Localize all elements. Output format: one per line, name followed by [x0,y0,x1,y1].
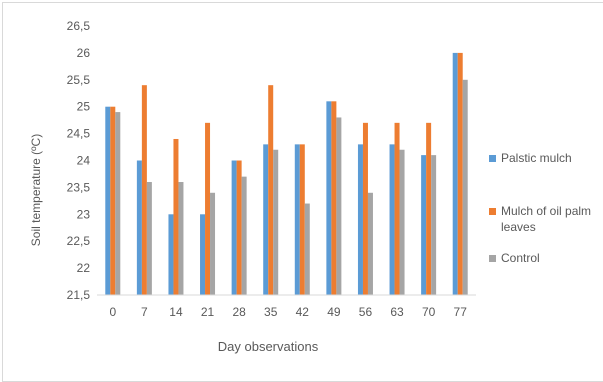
y-tick-label: 24 [77,154,91,168]
bar [141,85,147,296]
legend-label: Mulch of oil palm leaves [501,204,592,234]
x-tick-label: 49 [327,305,341,319]
bar [178,182,184,295]
y-tick-label: 22,5 [67,234,91,248]
bar [421,155,427,295]
bar [299,144,305,295]
bar [168,214,174,295]
bar [304,203,310,295]
bar [105,106,111,295]
y-tick-label: 21,5 [67,288,91,302]
legend-item-palstic-mulch: Palstic mulch [489,150,603,166]
bar [336,117,342,296]
bar [263,144,269,295]
bar [231,160,237,295]
x-tick-label: 42 [296,305,310,319]
y-tick-label: 25,5 [67,73,91,87]
bar [210,192,216,295]
legend-label: Palstic mulch [501,151,572,165]
x-tick-label: 56 [359,305,373,319]
x-tick-label: 63 [390,305,404,319]
bar [294,144,300,295]
bar [326,101,332,295]
x-tick-label: 21 [201,305,215,319]
y-tick-label: 25 [77,100,91,114]
y-tick-label: 26,5 [67,19,91,33]
x-axis-title: Day observations [218,339,319,354]
y-tick-label: 22 [77,261,91,275]
bar [357,144,363,295]
bar [462,79,468,295]
bar [431,155,437,295]
legend-swatch [489,255,496,262]
bar [146,182,152,295]
bar [205,122,211,295]
x-tick-label: 70 [422,305,436,319]
bar [273,149,279,295]
x-tick-label: 28 [232,305,246,319]
bar [426,122,432,295]
bar [452,52,458,296]
legend-item-control: Control [489,250,603,266]
y-tick-label: 26 [77,46,91,60]
bar [200,214,206,295]
bar [241,176,247,295]
y-tick-label: 23,5 [67,180,91,194]
legend-swatch [489,208,496,215]
x-tick-label: 77 [454,305,468,319]
legend-label: Control [501,251,540,265]
bar [173,138,179,295]
bar [457,52,463,296]
x-tick-label: 0 [109,305,116,319]
y-axis-title: Soil temperature (ºC) [29,134,43,246]
bar [367,192,373,295]
y-tick-label: 24,5 [67,127,91,141]
bar [136,160,142,295]
y-tick-label: 23 [77,207,91,221]
plot-area: 21,5 22 22,5 23 23,5 24 24,5 25 25,5 26 26,5 0 7 14 2… [29,19,476,354]
bar [389,144,395,295]
bar [236,160,242,295]
bar [268,85,274,296]
x-tick-label: 14 [169,305,183,319]
bar [110,106,116,295]
legend-item-mulch-of-oil-palm-leaves: Mulch of oil palm leaves [489,203,603,235]
x-tick-label: 7 [141,305,148,319]
bar [331,101,337,295]
bar [362,122,368,295]
bar [115,112,121,295]
bar [399,149,405,295]
x-tick-label: 35 [264,305,278,319]
bar [394,122,400,295]
legend-swatch [489,155,496,162]
